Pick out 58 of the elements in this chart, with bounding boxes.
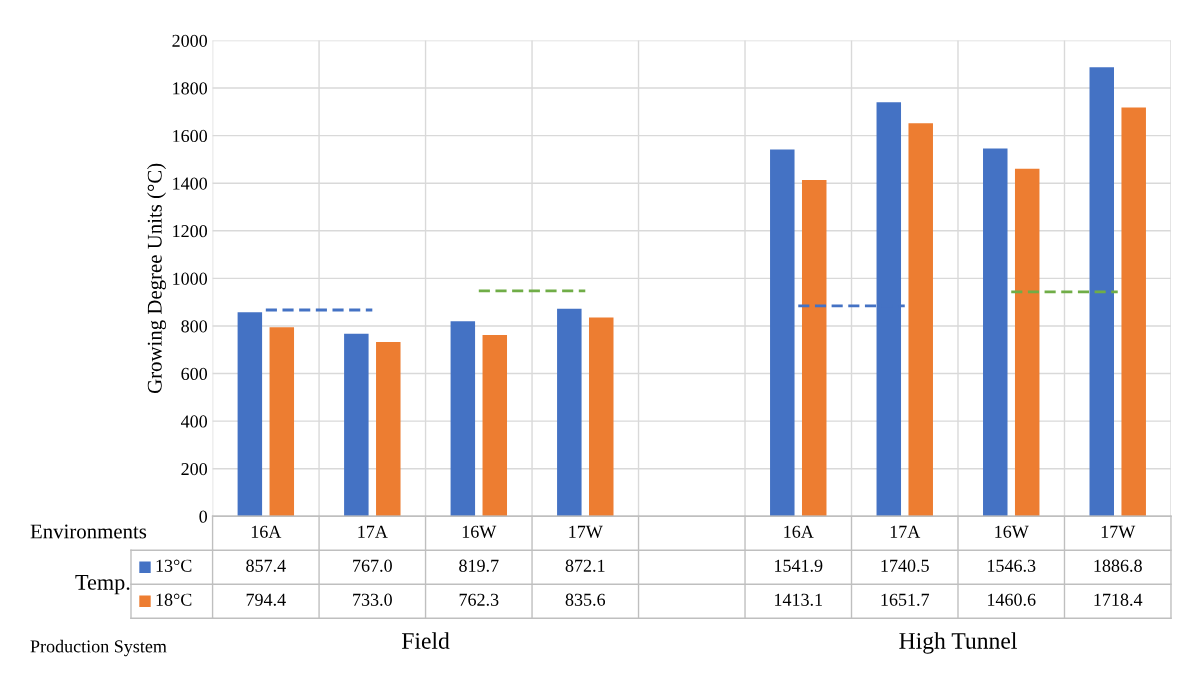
data-label: 1718.4 xyxy=(1094,593,1143,606)
data-label: 1541.9 xyxy=(775,559,823,572)
bar xyxy=(983,148,1008,517)
data-label: 857.4 xyxy=(246,559,286,572)
data-label: 794.4 xyxy=(246,593,286,606)
text: High Tunnel xyxy=(899,632,1017,654)
y-tick-label: 1400 xyxy=(173,177,208,190)
x-tick-label: 16A xyxy=(251,525,282,538)
bar xyxy=(770,149,795,517)
bar xyxy=(589,317,614,517)
text: Production System xyxy=(30,639,167,657)
y-tick-label: 400 xyxy=(180,415,208,428)
data-label: 1413.1 xyxy=(775,593,823,606)
data-label: 819.7 xyxy=(459,559,499,572)
bar xyxy=(1121,107,1146,517)
data-label: 733.0 xyxy=(353,593,392,606)
data-label: 1740.5 xyxy=(881,559,929,572)
bar xyxy=(557,308,582,517)
x-tick-label: 17W xyxy=(569,525,603,538)
bar xyxy=(482,334,508,517)
x-tick-label: 17A xyxy=(358,525,388,538)
x-tick-label: 16W xyxy=(995,525,1029,538)
y-tick-label: 800 xyxy=(181,320,208,333)
bar xyxy=(376,341,401,517)
y-tick-label: 2000 xyxy=(172,34,208,47)
y-tick-label: 1800 xyxy=(173,82,208,95)
data-label: 872.1 xyxy=(565,559,605,572)
bar xyxy=(1014,168,1040,517)
data-label: 762.3 xyxy=(459,593,499,606)
y-tick-label: 1000 xyxy=(173,272,208,285)
bar xyxy=(801,180,827,517)
x-tick-label: 16A xyxy=(784,525,814,538)
legend-label: 18°C xyxy=(156,593,192,606)
y-tick-label: 200 xyxy=(181,462,208,476)
text: Temp. xyxy=(75,575,130,595)
data-label: 1546.3 xyxy=(988,559,1036,572)
bar xyxy=(344,333,369,517)
data-label: 1460.6 xyxy=(988,593,1036,606)
bar xyxy=(1089,67,1114,517)
text: Field xyxy=(401,632,450,649)
bar xyxy=(269,327,295,517)
y-tick-label: 600 xyxy=(181,367,208,380)
y-axis-title: Growing Degree Units (°C) xyxy=(147,163,167,394)
data-label: 835.6 xyxy=(565,593,606,606)
data-label: 1886.8 xyxy=(1094,559,1142,572)
data-label: 1651.7 xyxy=(881,593,930,606)
y-tick-label: 0 xyxy=(199,510,208,523)
bar xyxy=(908,123,933,517)
legend-label: 13°C xyxy=(156,559,192,572)
data-label: 767.0 xyxy=(353,559,392,572)
y-tick-label: 1200 xyxy=(173,225,208,238)
x-tick-label: 16W xyxy=(462,525,497,538)
bar xyxy=(237,312,263,517)
x-tick-label: 17A xyxy=(890,525,921,538)
text: Environments xyxy=(30,524,147,539)
y-tick-label: 1600 xyxy=(173,129,208,143)
bar xyxy=(450,321,476,517)
x-tick-label: 17W xyxy=(1101,525,1136,538)
